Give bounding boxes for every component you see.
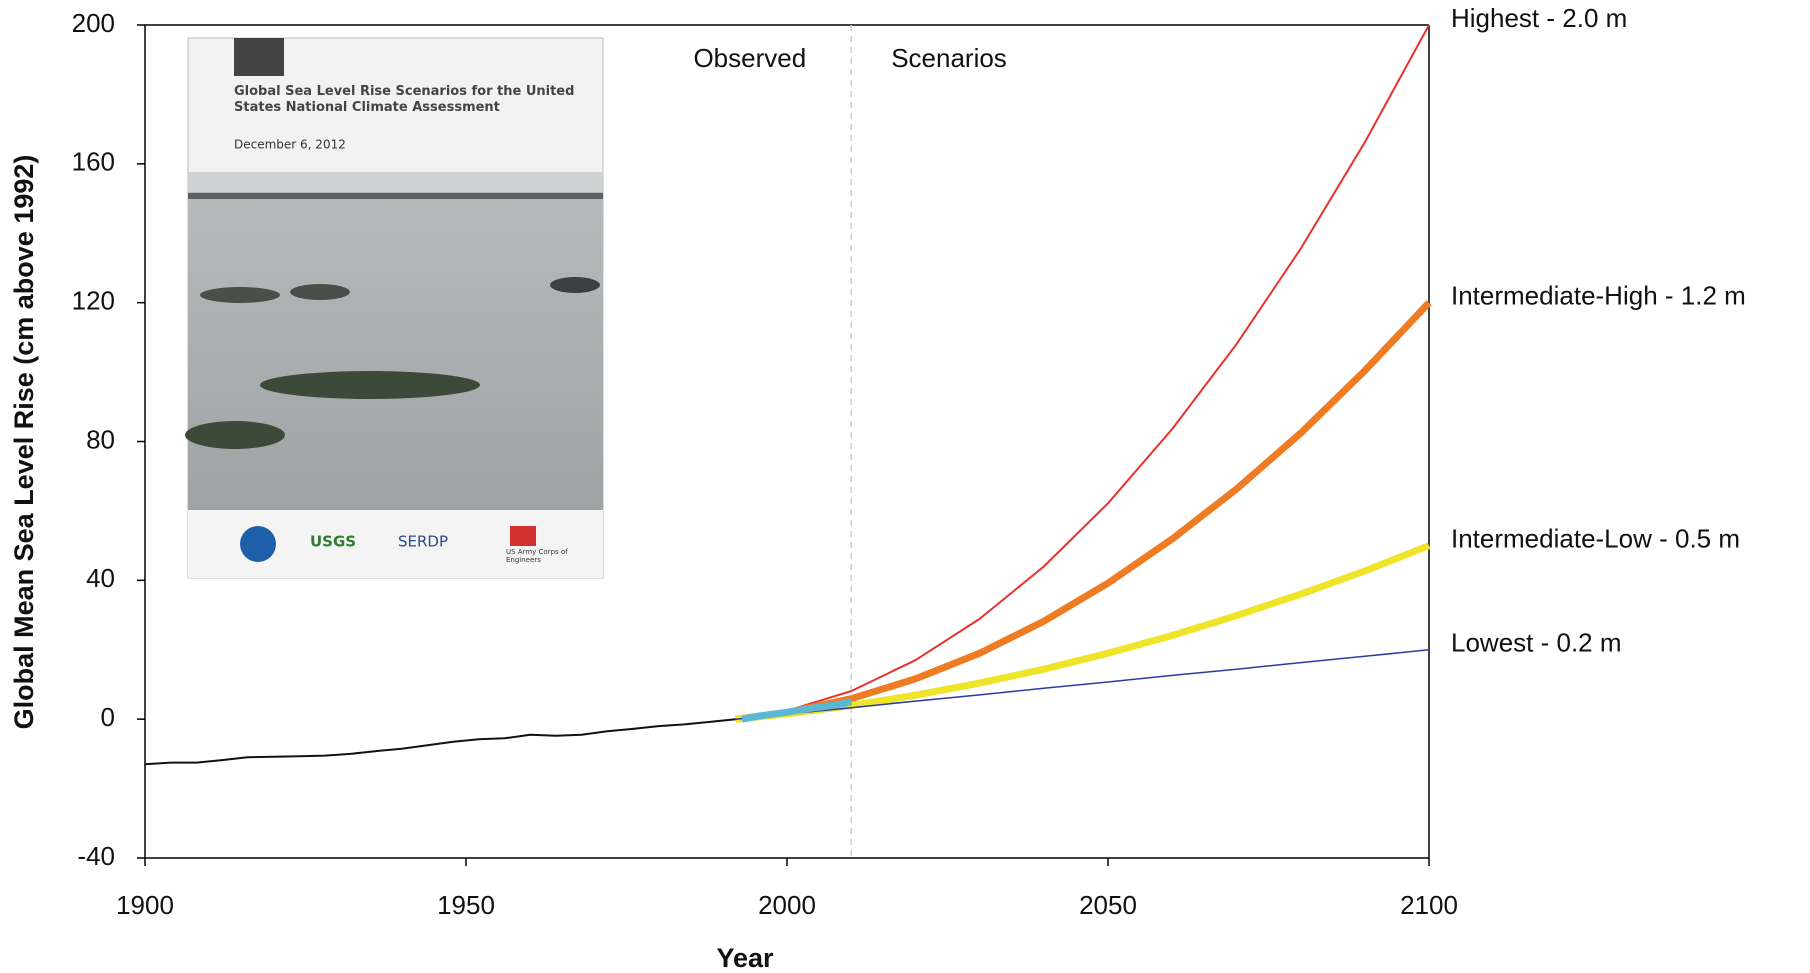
y-tick-label: 40: [86, 563, 115, 593]
x-tick-label: 2000: [758, 890, 816, 920]
x-tick-label: 1950: [437, 890, 495, 920]
logo-text: SERDP: [398, 533, 448, 551]
photo-truck: [200, 287, 280, 303]
usace-box: US Army Corps of Engineers: [506, 548, 568, 564]
photo-truck: [550, 277, 600, 293]
x-tick-label: 1900: [116, 890, 174, 920]
cover-title: Global Sea Level Rise Scenarios for the …: [234, 84, 575, 115]
series-line: [735, 649, 1430, 720]
cover-photo: [188, 172, 603, 510]
x-tick-label: 2100: [1400, 890, 1458, 920]
photo-truck: [290, 284, 350, 300]
photo-shrubs: [185, 421, 285, 449]
series-line: [735, 542, 1431, 723]
y-tick-label: 160: [72, 147, 115, 177]
photo-bridge: [188, 193, 603, 199]
y-tick-label: 0: [101, 702, 115, 732]
logo-text: US Army Corps of Engineers: [506, 548, 568, 564]
annotation: Observed: [693, 43, 806, 73]
photo-shrubs: [260, 371, 480, 399]
series-line: [735, 24, 1430, 721]
series-label: Intermediate-High - 1.2 m: [1451, 281, 1746, 311]
annotation: Scenarios: [891, 43, 1007, 73]
series-line: [144, 718, 736, 766]
series-line: [741, 698, 852, 723]
photo-sky: [188, 172, 603, 192]
logo-text: USGS: [310, 533, 356, 551]
series-label: Intermediate-Low - 0.5 m: [1451, 524, 1740, 554]
cover-title-box: Global Sea Level Rise Scenarios for the …: [234, 84, 575, 115]
series-label: Highest - 2.0 m: [1451, 3, 1627, 33]
x-axis-title: Year: [716, 943, 774, 973]
y-tick-label: 120: [72, 286, 115, 316]
plot: [137, 24, 1432, 866]
y-tick-label: -40: [77, 841, 115, 871]
y-tick-label: 200: [72, 8, 115, 38]
usace-logo: [510, 526, 536, 546]
y-axis-title: Global Mean Sea Level Rise (cm above 199…: [9, 155, 39, 730]
cover-tab: [234, 38, 284, 76]
cover-date: December 6, 2012: [234, 138, 346, 152]
report-cover: Global Sea Level Rise Scenarios for the …: [185, 37, 604, 579]
series-label: Lowest - 0.2 m: [1451, 628, 1622, 658]
y-tick-label: 80: [86, 424, 115, 454]
noaa-logo: [240, 526, 276, 562]
x-tick-label: 2050: [1079, 890, 1137, 920]
